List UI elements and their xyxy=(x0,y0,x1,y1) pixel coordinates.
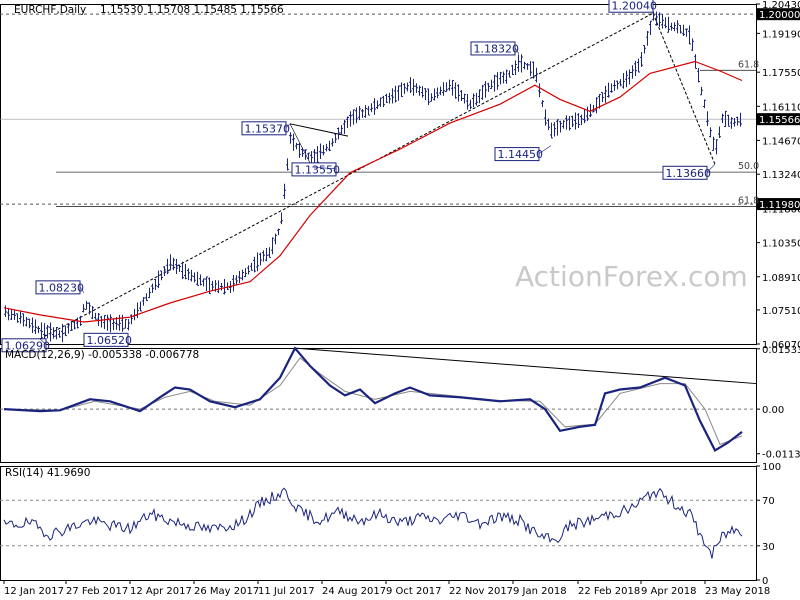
channel-line xyxy=(289,123,349,137)
moving-average-line xyxy=(3,60,743,323)
x-tick-label: 26 May 2017 xyxy=(194,586,259,597)
macd-pane xyxy=(0,348,757,463)
x-tick-label: 9 Apr 2018 xyxy=(641,586,696,597)
price-tick-label: 1.10350 xyxy=(762,239,800,250)
x-tick-label: 11 Jul 2017 xyxy=(258,586,315,597)
x-tick-label: 22 Feb 2018 xyxy=(578,586,640,597)
channel-line xyxy=(289,123,313,168)
price-title: EURCHF,Daily xyxy=(14,4,86,16)
rsi-tick-label: 70 xyxy=(762,496,775,507)
price-annotation-label: 1.18320 xyxy=(474,42,520,55)
price-annotation-label: 1.20040 xyxy=(612,0,658,13)
price-tick-label: 1.17550 xyxy=(762,68,800,79)
price-annotation-box xyxy=(662,165,708,180)
trend-line-down xyxy=(652,13,716,165)
price-tick-label: 1.19190 xyxy=(762,29,800,40)
price-annotation-label: 1.08230 xyxy=(39,281,85,294)
x-tick-label: 27 Feb 2017 xyxy=(66,586,128,597)
macd-tick-label: 0.015338 xyxy=(762,345,800,356)
price-tag-label: 1.15566 xyxy=(759,115,800,126)
annotation-leader xyxy=(311,166,337,170)
watermark: ActionForex.com xyxy=(515,260,748,293)
x-tick-label: 23 May 2018 xyxy=(705,586,770,597)
price-annotation-label: 1.15370 xyxy=(245,122,291,135)
price-tick-label: 1.08910 xyxy=(762,273,800,284)
annotation-leader xyxy=(285,123,291,129)
fib-level-label: 61.8 xyxy=(738,59,759,70)
macd-tick-label: 0.00 xyxy=(762,405,784,416)
price-tag-label: 1.20000 xyxy=(759,10,800,21)
price-annotation-label: 1.13660 xyxy=(666,167,712,180)
annotation-leader xyxy=(538,145,552,154)
x-tick-label: 24 Aug 2017 xyxy=(322,586,386,597)
price-tick-label: 1.13240 xyxy=(762,170,800,181)
price-tag xyxy=(757,8,800,21)
price-annotation-box xyxy=(291,162,337,177)
macd-signal-line xyxy=(3,357,743,446)
macd-line xyxy=(3,346,743,452)
ohlc-readout: 1.15530 1.15708 1.15485 1.15566 xyxy=(100,4,284,16)
x-tick-label: 12 Jan 2017 xyxy=(4,586,64,597)
price-tick-label: 1.20430 xyxy=(762,0,800,11)
macd-title: MACD(12,26,9) -0.005338 -0.006778 xyxy=(5,349,199,361)
annotation-leader xyxy=(39,338,47,346)
x-tick-label: 9 Jan 2018 xyxy=(513,586,567,597)
annotation-leader xyxy=(706,164,716,173)
price-tag xyxy=(757,113,800,126)
price-annotation-box xyxy=(83,332,129,347)
annotation-leader xyxy=(514,47,520,55)
price-tick-label: 1.16110 xyxy=(762,102,800,113)
price-annotation-label: 1.13550 xyxy=(295,163,341,176)
x-tick-label: 22 Nov 2017 xyxy=(449,586,513,597)
price-tick-label: 1.14670 xyxy=(762,136,800,147)
price-annotation-box xyxy=(494,147,540,162)
rsi-tick-label: 30 xyxy=(762,542,775,553)
macd-trend-line xyxy=(294,347,757,385)
rsi-line xyxy=(3,487,743,559)
price-pane xyxy=(0,4,757,345)
annotation-leader xyxy=(79,286,85,294)
rsi-tick-label: 0 xyxy=(762,576,768,587)
price-annotation-label: 1.06520 xyxy=(87,334,133,347)
fib-level-label: 50.0 xyxy=(738,161,759,172)
price-tag xyxy=(757,198,800,211)
price-tick-label: 1.07510 xyxy=(762,306,800,317)
rsi-title: RSI(14) 41.9690 xyxy=(5,467,90,479)
price-annotation-label: 1.14450 xyxy=(498,148,544,161)
rsi-pane xyxy=(0,466,757,581)
x-tick-label: 9 Oct 2017 xyxy=(386,586,441,597)
price-tag-label: 1.11980 xyxy=(759,200,800,211)
x-tick-label: 12 Apr 2017 xyxy=(130,586,192,597)
price-annotation-label: 1.06290 xyxy=(5,339,51,352)
price-annotation-box xyxy=(241,121,287,136)
fib-level-label: 61.8 xyxy=(738,195,759,206)
macd-tick-label: -0.01134 xyxy=(762,450,800,461)
price-annotation-box xyxy=(1,338,47,353)
price-tick-label: 1.06070 xyxy=(762,340,800,351)
rsi-tick-label: 100 xyxy=(762,462,781,473)
